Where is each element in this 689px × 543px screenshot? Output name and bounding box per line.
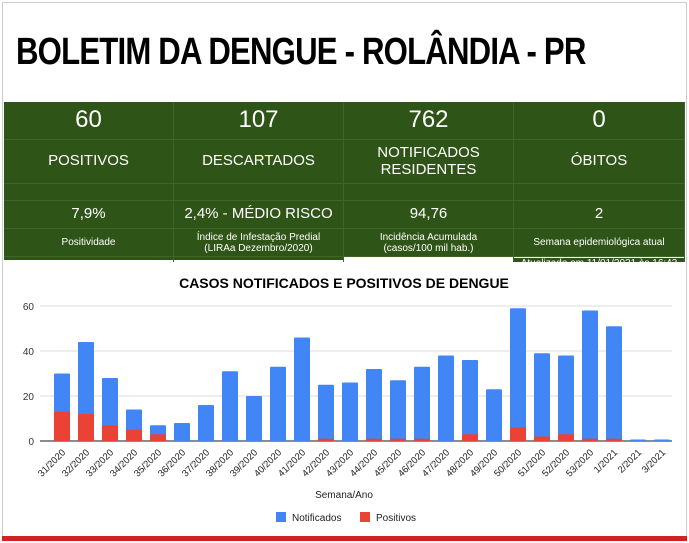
bar-notificados [318, 384, 334, 441]
bar-notificados [654, 439, 670, 441]
bar-notificados [510, 308, 526, 441]
stat-value: 0 [514, 102, 684, 140]
stat-sub-value: 94,76 [344, 201, 513, 229]
stat-obitos: 0 ÓBITOS 2 Semana epidemiológica atual A… [514, 102, 685, 270]
stat-sub-value: 7,9% [4, 201, 173, 229]
bar-positivos [606, 438, 622, 441]
bar-notificados [534, 353, 550, 441]
bar-notificados [342, 382, 358, 441]
stat-value: 107 [174, 102, 343, 140]
stat-sub-label: Semana epidemiológica atual [514, 229, 684, 257]
bar-notificados [294, 337, 310, 441]
y-tick-label: 40 [23, 347, 35, 358]
bar-notificados [174, 423, 190, 441]
stat-sub-label: Positividade [4, 229, 173, 257]
bar-positivos [582, 438, 598, 441]
stat-positivos: 60 POSITIVOS 7,9% Positividade [4, 102, 174, 270]
page-title: BOLETIM DA DENGUE - ROLÂNDIA - PR [16, 30, 586, 73]
chart: CASOS NOTIFICADOS E POSITIVOS DE DENGUE 0… [4, 262, 685, 534]
y-tick-label: 20 [23, 392, 35, 403]
legend-swatch-positivos [360, 512, 370, 522]
bar-notificados [630, 439, 646, 441]
stat-sub-value: 2 [514, 201, 684, 229]
bar-notificados [486, 389, 502, 441]
stat-label: NOTIFICADOS RESIDENTES [344, 140, 513, 184]
x-tick-label: 2/2021 [616, 447, 644, 475]
bar-notificados [462, 360, 478, 441]
bar-notificados [390, 380, 406, 441]
stat-sub-value: 2,4% - MÉDIO RISCO [174, 201, 343, 229]
x-tick-label: 3/2021 [640, 447, 668, 475]
bar-notificados [558, 355, 574, 441]
bar-positivos [510, 427, 526, 441]
bar-notificados [270, 366, 286, 441]
stat-label: DESCARTADOS [174, 140, 343, 184]
stat-label: ÓBITOS [514, 140, 684, 184]
bar-notificados [438, 355, 454, 441]
bar-positivos [126, 429, 142, 441]
bar-positivos [390, 438, 406, 441]
x-axis-label: Semana/Ano [315, 490, 373, 501]
legend-label-notificados: Notificados [292, 513, 341, 524]
bar-positivos [102, 425, 118, 441]
stats-panel: 60 POSITIVOS 7,9% Positividade 107 DESCA… [4, 102, 685, 270]
bar-notificados [222, 371, 238, 441]
stat-sub-label: Incidência Acumulada (casos/100 mil hab.… [344, 229, 513, 257]
bar-positivos [318, 438, 334, 441]
bar-notificados [606, 326, 622, 441]
bar-chart: CASOS NOTIFICADOS E POSITIVOS DE DENGUE 0… [23, 275, 672, 524]
bottom-divider [2, 536, 687, 541]
stat-descartados: 107 DESCARTADOS 2,4% - MÉDIO RISCO Índic… [174, 102, 344, 270]
bar-positivos [558, 434, 574, 441]
bar-positivos [150, 434, 166, 441]
bar-notificados [582, 310, 598, 441]
bar-positivos [78, 414, 94, 441]
y-tick-label: 60 [23, 302, 35, 313]
bar-positivos [534, 436, 550, 441]
y-tick-label: 0 [28, 437, 34, 448]
chart-title: CASOS NOTIFICADOS E POSITIVOS DE DENGUE [179, 275, 509, 291]
stat-value: 60 [4, 102, 173, 140]
bar-positivos [54, 411, 70, 441]
stat-sub-label: Índice de Infestação Predial (LIRAa Deze… [174, 229, 343, 257]
header: BOLETIM DA DENGUE - ROLÂNDIA - PR [8, 8, 678, 96]
bar-positivos [462, 434, 478, 441]
x-tick-label: 1/2021 [592, 447, 620, 475]
bar-notificados [366, 369, 382, 441]
stat-label: POSITIVOS [4, 140, 173, 184]
legend-label-positivos: Positivos [376, 513, 416, 524]
stat-notificados: 762 NOTIFICADOS RESIDENTES 94,76 Incidên… [344, 102, 514, 270]
bar-notificados [198, 405, 214, 441]
bar-notificados [414, 366, 430, 441]
bar-positivos [414, 438, 430, 441]
bar-notificados [246, 396, 262, 441]
stat-value: 762 [344, 102, 513, 140]
bar-positivos [366, 438, 382, 441]
legend-swatch-notificados [276, 512, 286, 522]
